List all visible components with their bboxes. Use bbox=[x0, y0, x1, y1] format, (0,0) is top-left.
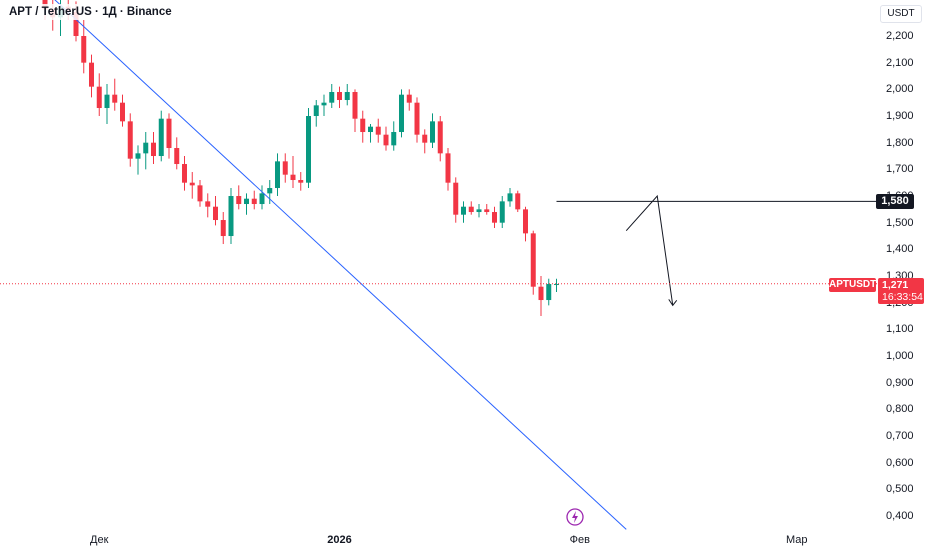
candle-up bbox=[143, 142, 149, 154]
candle-down bbox=[492, 212, 497, 223]
candle-down bbox=[236, 196, 242, 205]
candle-up bbox=[546, 284, 552, 301]
time-axis[interactable]: Дек 2026 Фев Мар bbox=[0, 530, 878, 550]
candle-up bbox=[158, 118, 164, 157]
candle-down bbox=[96, 86, 102, 109]
candle-up bbox=[368, 126, 373, 133]
candle-down bbox=[151, 142, 156, 157]
candle-up bbox=[275, 161, 280, 189]
candle-up bbox=[104, 94, 110, 109]
lightning-icon[interactable] bbox=[566, 508, 584, 526]
chart-area[interactable] bbox=[0, 0, 878, 530]
candle-down bbox=[120, 102, 125, 122]
candle-up bbox=[135, 153, 141, 159]
price-tick: 1,800 bbox=[886, 136, 914, 149]
price-tick: 1,400 bbox=[886, 243, 914, 256]
price-tick: 0,900 bbox=[886, 376, 914, 389]
candle-down bbox=[445, 153, 451, 183]
projection-path bbox=[625, 194, 674, 306]
candle-down bbox=[453, 182, 459, 215]
price-tick: 1,000 bbox=[886, 350, 914, 363]
price-tick: 1,700 bbox=[886, 163, 914, 176]
candle-down bbox=[352, 92, 358, 119]
candle-down bbox=[282, 161, 288, 175]
candle-down bbox=[406, 94, 412, 103]
candle-down bbox=[166, 118, 172, 149]
candle-up bbox=[329, 92, 335, 103]
candle-down bbox=[484, 209, 490, 213]
price-chart[interactable] bbox=[0, 0, 878, 530]
candle-up bbox=[228, 196, 234, 237]
candle-down bbox=[515, 193, 521, 210]
candle-down bbox=[205, 201, 211, 207]
price-axis[interactable]: 2,2002,1002,0001,9001,8001,7001,6001,500… bbox=[878, 0, 932, 530]
candle-down bbox=[437, 121, 443, 154]
candle-down bbox=[197, 185, 203, 202]
candle-up bbox=[554, 284, 559, 286]
candle-down bbox=[538, 286, 544, 301]
candle-up bbox=[476, 209, 482, 213]
candle-down bbox=[73, 11, 79, 36]
candle-down bbox=[468, 206, 474, 213]
candle-up bbox=[507, 193, 513, 202]
candle-down bbox=[422, 134, 428, 143]
price-tick: 1,900 bbox=[886, 110, 914, 122]
time-tick: Дек bbox=[90, 534, 109, 546]
candle-down bbox=[189, 182, 195, 186]
candle-up bbox=[306, 116, 311, 183]
candle-down bbox=[383, 134, 389, 146]
candle-up bbox=[267, 188, 273, 194]
candle-down bbox=[360, 118, 366, 133]
candle-down bbox=[530, 233, 536, 287]
price-tick: 0,800 bbox=[886, 403, 914, 416]
candle-down bbox=[290, 174, 296, 181]
time-tick: 2026 bbox=[327, 534, 352, 546]
candle-up bbox=[399, 94, 404, 133]
candle-down bbox=[337, 92, 342, 101]
candle-down bbox=[112, 94, 118, 103]
candle-down bbox=[81, 36, 87, 63]
candle-up bbox=[321, 102, 327, 106]
candle-down bbox=[298, 180, 304, 183]
price-tick: 1,100 bbox=[886, 323, 914, 336]
candle-up bbox=[391, 132, 397, 146]
projection-arrow-head bbox=[668, 299, 678, 307]
candle-up bbox=[313, 105, 319, 117]
candle-down bbox=[220, 220, 226, 237]
candle-countdown: 16:33:54 bbox=[882, 290, 923, 303]
price-tick: 0,400 bbox=[886, 510, 914, 523]
symbol-price-label: APTUSDT bbox=[829, 277, 877, 292]
price-tick: 0,700 bbox=[886, 430, 914, 443]
currency-button[interactable]: USDT bbox=[880, 5, 922, 23]
candle-up bbox=[259, 193, 265, 205]
candle-up bbox=[244, 198, 249, 205]
candle-down bbox=[414, 102, 420, 135]
candle-down bbox=[127, 121, 133, 159]
price-tick: 2,200 bbox=[886, 30, 914, 42]
time-tick: Фев bbox=[569, 534, 590, 546]
candle-down bbox=[213, 206, 218, 221]
price-tick: 0,600 bbox=[886, 456, 914, 469]
candle-down bbox=[174, 148, 180, 165]
price-tick: 2,100 bbox=[886, 56, 914, 69]
time-tick: Мар bbox=[785, 534, 808, 546]
candle-down bbox=[251, 198, 257, 205]
level-price-label: 1,580 bbox=[876, 193, 914, 209]
trendline bbox=[54, 0, 627, 530]
current-price-label: 1,271 16:33:54 bbox=[878, 277, 924, 304]
current-price-value: 1,271 bbox=[882, 278, 909, 291]
symbol-title[interactable]: APT / TetherUS · 1Д · Binance bbox=[6, 4, 175, 20]
candle-down bbox=[182, 164, 187, 183]
candle-down bbox=[523, 209, 528, 234]
candle-up bbox=[344, 92, 350, 101]
candle-up bbox=[499, 201, 505, 223]
candle-down bbox=[375, 126, 381, 135]
candle-up bbox=[430, 121, 435, 143]
candle-down bbox=[89, 62, 94, 87]
candle-up bbox=[461, 206, 466, 215]
price-tick: 2,000 bbox=[886, 83, 914, 96]
price-tick: 0,500 bbox=[886, 483, 914, 496]
price-tick: 1,500 bbox=[886, 216, 914, 229]
